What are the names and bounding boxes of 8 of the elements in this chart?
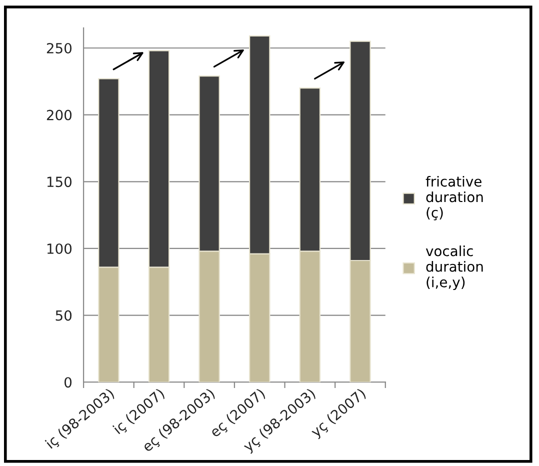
y-tick-label: 150 [47, 176, 72, 188]
legend-label: vocalic duration (i,e,y) [426, 246, 483, 290]
y-tick-label: 50 [56, 310, 72, 321]
y-tick-label: 100 [47, 243, 72, 254]
y-tick-label: 250 [46, 42, 72, 54]
y-tick-label: 0 [64, 377, 72, 388]
y-tick-label: 200 [46, 110, 72, 120]
legend-label: fricative duration (ç) [426, 176, 483, 220]
